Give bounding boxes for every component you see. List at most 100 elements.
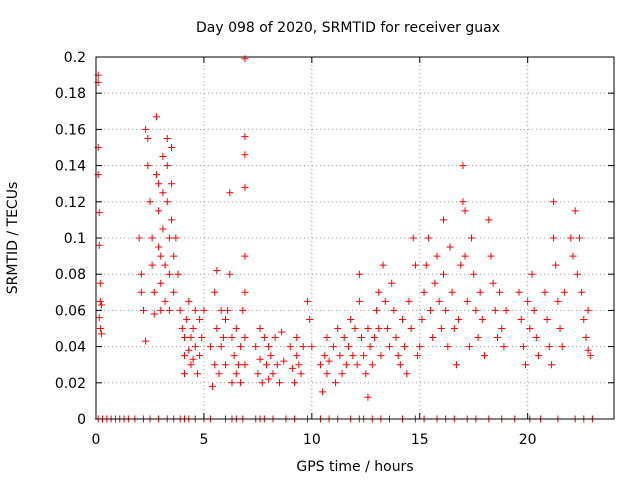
data-point bbox=[403, 370, 411, 378]
data-point bbox=[170, 252, 178, 260]
data-point bbox=[543, 315, 551, 323]
data-point bbox=[228, 379, 236, 387]
data-point bbox=[517, 315, 525, 323]
data-point bbox=[573, 270, 581, 278]
data-point bbox=[334, 325, 342, 332]
data-point bbox=[439, 216, 447, 224]
data-point bbox=[345, 343, 353, 351]
y-tick-label: 0.02 bbox=[55, 376, 86, 392]
data-point bbox=[96, 325, 104, 332]
data-point bbox=[226, 189, 234, 197]
grid bbox=[96, 57, 614, 419]
data-point bbox=[336, 352, 344, 360]
data-point bbox=[323, 334, 331, 342]
data-point bbox=[321, 352, 329, 360]
data-point bbox=[429, 334, 437, 342]
data-point bbox=[355, 297, 363, 305]
data-point bbox=[461, 207, 469, 215]
data-point bbox=[187, 361, 195, 369]
y-tick-label: 0.08 bbox=[55, 267, 86, 283]
data-point bbox=[278, 328, 286, 336]
data-point bbox=[180, 352, 188, 360]
y-tick-label: 0.2 bbox=[64, 50, 86, 66]
data-point bbox=[411, 261, 419, 269]
data-point bbox=[446, 243, 454, 251]
data-point bbox=[398, 315, 406, 323]
data-point bbox=[224, 306, 232, 314]
data-point bbox=[97, 330, 105, 338]
data-point bbox=[185, 297, 193, 305]
data-point bbox=[470, 270, 478, 278]
data-point bbox=[437, 325, 445, 332]
data-point bbox=[135, 234, 143, 242]
data-point bbox=[500, 343, 508, 351]
data-point bbox=[254, 370, 262, 378]
data-point bbox=[452, 361, 460, 369]
data-point bbox=[465, 343, 473, 351]
y-tick-label: 0.06 bbox=[55, 303, 86, 319]
data-point bbox=[176, 306, 184, 314]
y-tick-label: 0 bbox=[77, 412, 86, 428]
data-point bbox=[163, 162, 171, 170]
data-point bbox=[405, 297, 413, 305]
data-point bbox=[373, 306, 381, 314]
data-point bbox=[457, 261, 465, 269]
data-point bbox=[97, 301, 105, 309]
y-tick-label: 0.14 bbox=[55, 159, 86, 175]
data-point bbox=[178, 325, 186, 332]
data-point bbox=[567, 234, 575, 242]
data-point bbox=[256, 325, 264, 332]
data-point bbox=[472, 306, 480, 314]
data-point bbox=[213, 325, 221, 332]
data-point bbox=[241, 288, 249, 296]
data-point bbox=[157, 279, 165, 287]
data-point bbox=[366, 343, 374, 351]
axis-ticks: 0 0.02 0.04 0.06 0.08 0.1 0.12 0.14 0.16 0.18 0.2 0… bbox=[55, 50, 614, 448]
data-point bbox=[442, 306, 450, 314]
data-point bbox=[163, 198, 171, 206]
data-point bbox=[560, 288, 568, 296]
data-point bbox=[355, 270, 363, 278]
data-point bbox=[580, 315, 588, 323]
data-point bbox=[394, 352, 402, 360]
data-point bbox=[545, 343, 553, 351]
data-point bbox=[332, 379, 340, 387]
data-point bbox=[578, 288, 586, 296]
data-point bbox=[357, 334, 365, 342]
data-point bbox=[95, 209, 103, 217]
data-point bbox=[401, 343, 409, 351]
data-point bbox=[217, 306, 225, 314]
data-point bbox=[468, 234, 476, 242]
data-point bbox=[241, 361, 249, 369]
data-point bbox=[360, 352, 368, 360]
data-point bbox=[390, 306, 398, 314]
data-point bbox=[241, 133, 249, 141]
data-point bbox=[150, 288, 158, 296]
data-point bbox=[450, 325, 458, 332]
data-point bbox=[554, 297, 562, 305]
data-point bbox=[386, 343, 394, 351]
data-point bbox=[159, 225, 167, 233]
data-point bbox=[556, 325, 564, 332]
data-point bbox=[474, 334, 482, 342]
data-point bbox=[396, 361, 404, 369]
data-point bbox=[196, 315, 204, 323]
data-point bbox=[144, 162, 152, 170]
data-point bbox=[502, 306, 510, 314]
data-point bbox=[364, 393, 372, 401]
data-point bbox=[364, 325, 372, 332]
data-point bbox=[232, 325, 240, 332]
data-point bbox=[541, 288, 549, 296]
data-point bbox=[241, 183, 249, 191]
data-point bbox=[575, 234, 583, 242]
data-point bbox=[349, 352, 357, 360]
x-axis-label: GPS time / hours bbox=[296, 459, 413, 475]
data-point bbox=[155, 180, 163, 188]
data-point bbox=[170, 288, 178, 296]
data-point bbox=[150, 310, 158, 318]
data-point bbox=[463, 297, 471, 305]
data-point bbox=[461, 252, 469, 260]
data-point bbox=[299, 343, 307, 351]
data-point bbox=[241, 151, 249, 159]
